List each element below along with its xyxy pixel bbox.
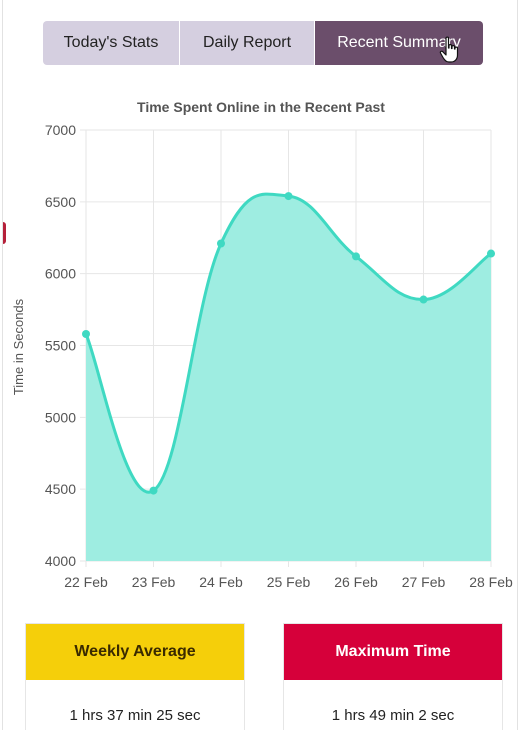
maximum-time-value: 1 hrs 49 min 2 sec bbox=[284, 680, 502, 730]
y-tick-label: 6500 bbox=[45, 194, 76, 210]
x-tick-label: 22 Feb bbox=[64, 574, 108, 590]
y-tick-label: 5000 bbox=[45, 409, 76, 425]
weekly-average-card: Weekly Average 1 hrs 37 min 25 sec bbox=[25, 623, 245, 730]
x-tick-label: 24 Feb bbox=[199, 574, 243, 590]
x-tick-label: 23 Feb bbox=[132, 574, 176, 590]
data-point[interactable] bbox=[420, 296, 428, 304]
chart-title: Time Spent Online in the Recent Past bbox=[137, 99, 385, 115]
y-tick-label: 4000 bbox=[45, 553, 76, 569]
tab-bar: Today's Stats Daily Report Recent Summar… bbox=[43, 21, 483, 65]
data-point[interactable] bbox=[150, 487, 158, 495]
maximum-time-card: Maximum Time 1 hrs 49 min 2 sec bbox=[283, 623, 503, 730]
y-axis-label: Time in Seconds bbox=[11, 298, 26, 395]
x-tick-label: 27 Feb bbox=[402, 574, 446, 590]
tab-todays-stats[interactable]: Today's Stats bbox=[43, 21, 179, 65]
data-point[interactable] bbox=[82, 330, 90, 338]
maximum-time-label: Maximum Time bbox=[284, 624, 502, 680]
weekly-average-value: 1 hrs 37 min 25 sec bbox=[26, 680, 244, 730]
y-tick-label: 5500 bbox=[45, 338, 76, 354]
time-online-chart: Time Spent Online in the Recent Past Tim… bbox=[3, 92, 517, 602]
y-tick-label: 6000 bbox=[45, 266, 76, 282]
hand-pointer-icon bbox=[439, 36, 461, 64]
x-tick-label: 25 Feb bbox=[267, 574, 311, 590]
y-tick-label: 7000 bbox=[45, 122, 76, 138]
data-point[interactable] bbox=[352, 252, 360, 260]
x-axis-ticks: 22 Feb 23 Feb 24 Feb 25 Feb 26 Feb 27 Feb 28 F… bbox=[64, 574, 513, 590]
x-tick-label: 28 Feb bbox=[469, 574, 513, 590]
y-axis-ticks: 4000 4500 5000 5500 6000 6500 7000 bbox=[45, 122, 76, 569]
area-fill bbox=[86, 194, 491, 561]
extension-popup: Today's Stats Daily Report Recent Summar… bbox=[2, 0, 518, 730]
data-point[interactable] bbox=[217, 239, 225, 247]
x-tick-label: 26 Feb bbox=[334, 574, 378, 590]
weekly-average-label: Weekly Average bbox=[26, 624, 244, 680]
data-point[interactable] bbox=[487, 250, 495, 258]
tab-daily-report[interactable]: Daily Report bbox=[180, 21, 314, 65]
chart-area bbox=[86, 194, 491, 561]
y-tick-label: 4500 bbox=[45, 481, 76, 497]
data-point[interactable] bbox=[285, 192, 293, 200]
